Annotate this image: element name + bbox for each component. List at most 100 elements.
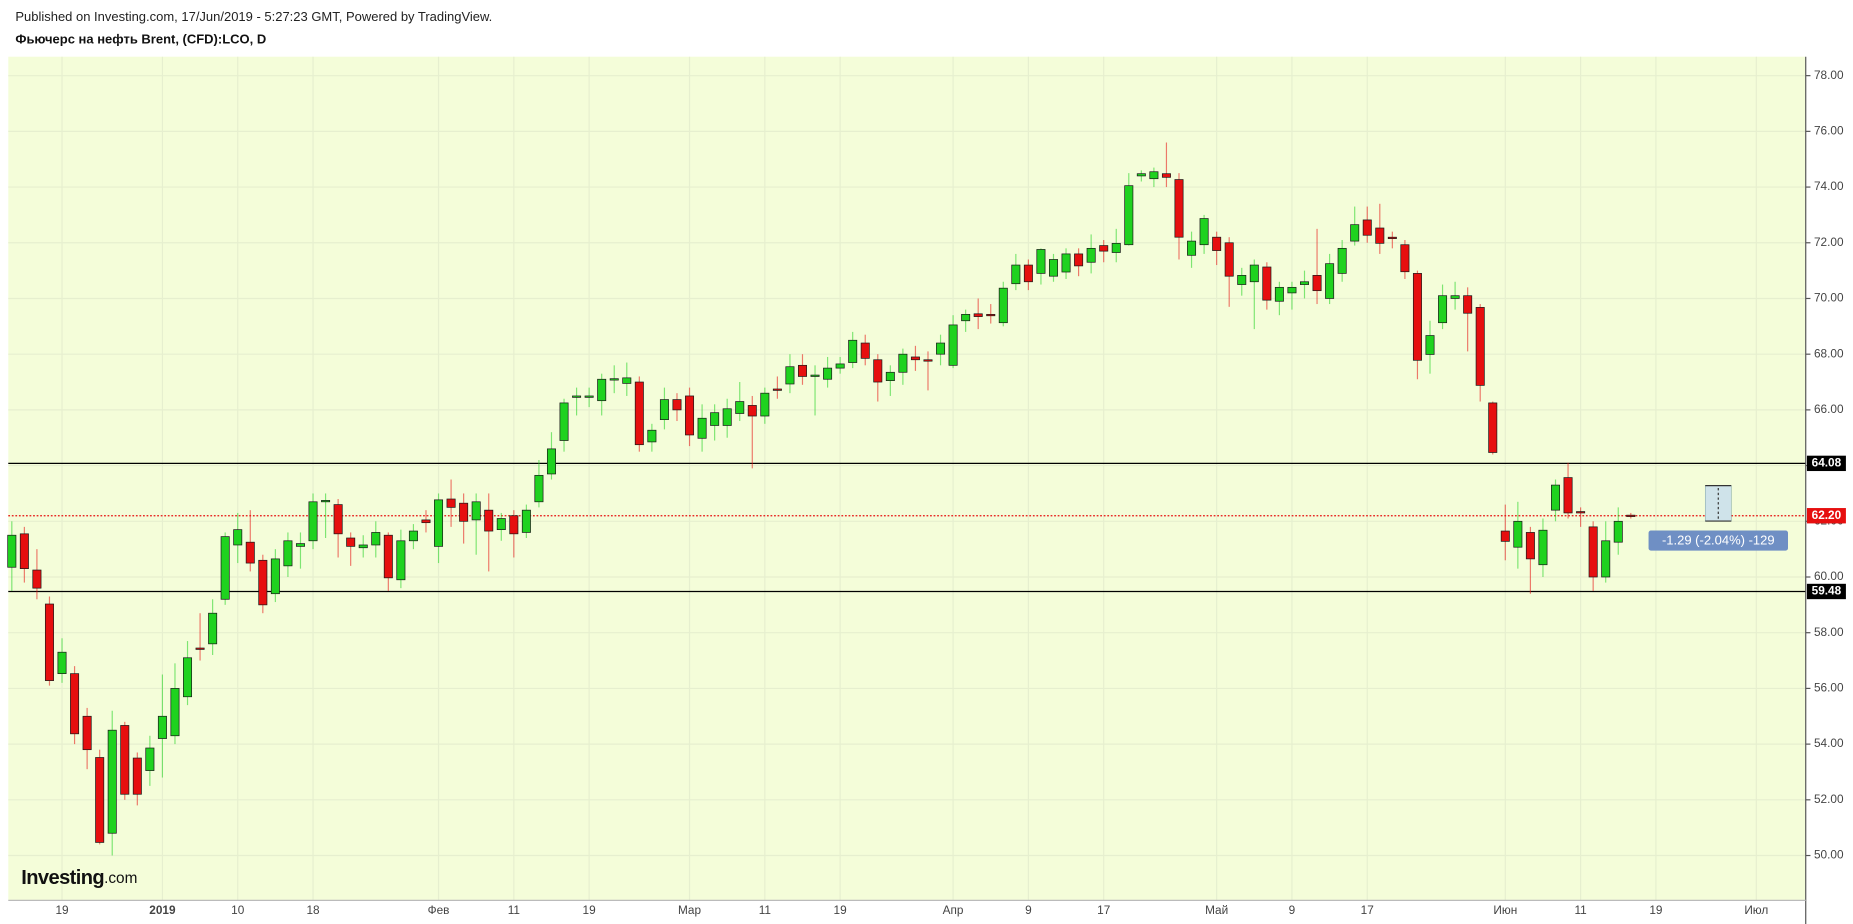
candle-body bbox=[710, 412, 720, 426]
candle-body bbox=[32, 569, 42, 589]
y-tick-label: 66.00 bbox=[1814, 402, 1844, 416]
y-tick-label: 60.00 bbox=[1814, 569, 1844, 583]
candle-body bbox=[1086, 247, 1096, 263]
candles bbox=[7, 142, 1636, 856]
candle-body bbox=[1262, 266, 1272, 301]
measure-badge bbox=[1648, 530, 1789, 551]
candle-body bbox=[1588, 526, 1598, 578]
x-tick-label: Апр bbox=[943, 903, 964, 917]
x-tick-label: 2019 bbox=[149, 903, 176, 917]
published-note: Published on Investing.com, 17/Jun/2019 … bbox=[15, 9, 492, 24]
candle-body bbox=[1212, 236, 1222, 251]
candle-body bbox=[1174, 179, 1184, 238]
y-tick-label: 50.00 bbox=[1814, 848, 1844, 862]
candle-body bbox=[321, 500, 331, 503]
candle-body bbox=[1161, 173, 1171, 178]
y-tick-label: 56.00 bbox=[1814, 681, 1844, 695]
candle-body bbox=[333, 504, 343, 535]
candle-body bbox=[1513, 520, 1523, 548]
plot-background bbox=[8, 56, 1806, 901]
candle-body bbox=[408, 530, 418, 542]
candle-body bbox=[559, 402, 569, 441]
x-tick-label: 9 bbox=[1025, 903, 1032, 917]
candle-body bbox=[471, 501, 481, 521]
candle-body bbox=[1136, 173, 1146, 177]
candle-body bbox=[672, 399, 682, 411]
x-tick-label: 11 bbox=[508, 903, 520, 917]
candle-body bbox=[1525, 532, 1535, 560]
candle-body bbox=[170, 688, 180, 737]
candle-body bbox=[82, 715, 92, 751]
candle-body bbox=[208, 612, 218, 645]
candle-body bbox=[295, 543, 305, 547]
candle-body bbox=[484, 509, 494, 532]
logo: Investing.com bbox=[21, 867, 137, 889]
candle-body bbox=[961, 313, 971, 322]
candle-body bbox=[258, 559, 268, 606]
x-tick-label: 11 bbox=[1574, 903, 1586, 917]
x-tick-label: 19 bbox=[55, 903, 68, 917]
candle-body bbox=[70, 673, 80, 735]
x-tick-label: Май bbox=[1205, 903, 1228, 917]
candle-body bbox=[1576, 511, 1586, 514]
candle-body bbox=[923, 359, 933, 362]
candle-body bbox=[1199, 218, 1209, 246]
candle-body bbox=[1011, 264, 1021, 285]
candle-body bbox=[145, 747, 155, 771]
candle-body bbox=[685, 395, 695, 436]
candle-body bbox=[270, 558, 280, 595]
candle-body bbox=[597, 378, 607, 402]
candle-body bbox=[1538, 529, 1548, 566]
candle-body bbox=[459, 502, 469, 522]
y-tick-label: 76.00 bbox=[1814, 123, 1844, 137]
candle-body bbox=[546, 448, 556, 475]
candle-body bbox=[95, 757, 105, 843]
candle-body bbox=[1350, 224, 1360, 242]
candle-body bbox=[1187, 240, 1197, 256]
candle-body bbox=[948, 324, 958, 366]
candle-body bbox=[697, 417, 707, 439]
candle-body bbox=[634, 381, 644, 446]
level-badge bbox=[1806, 455, 1846, 472]
candle-body bbox=[308, 501, 318, 542]
x-tick-label: 10 bbox=[231, 903, 245, 917]
axes: 50.0052.0054.0056.0058.0060.0062.0064.00… bbox=[55, 68, 1846, 917]
candle-body bbox=[1551, 484, 1560, 511]
y-tick-label: 68.00 bbox=[1814, 346, 1844, 360]
candle-body bbox=[885, 371, 895, 381]
logo-suffix: .com bbox=[104, 870, 137, 887]
candle-body bbox=[44, 603, 54, 681]
candle-body bbox=[572, 395, 582, 398]
candle-body bbox=[722, 408, 732, 426]
candle-body bbox=[622, 377, 632, 384]
candle-body bbox=[120, 725, 130, 795]
candle-body bbox=[19, 533, 29, 569]
y-tick-label: 74.00 bbox=[1814, 179, 1844, 193]
candle-body bbox=[1488, 402, 1498, 453]
candle-body bbox=[57, 651, 67, 675]
candle-body bbox=[1274, 286, 1284, 302]
candle-body bbox=[434, 499, 444, 547]
candle-body bbox=[609, 378, 619, 381]
level-label: 64.08 bbox=[1812, 455, 1842, 469]
x-tick-label: Июн bbox=[1493, 903, 1517, 917]
candle-body bbox=[860, 342, 870, 359]
level-label: 59.48 bbox=[1812, 584, 1842, 598]
candle-body bbox=[1438, 295, 1448, 324]
candle-body bbox=[772, 388, 782, 391]
y-tick-label: 58.00 bbox=[1814, 625, 1844, 639]
candle-body bbox=[1362, 219, 1372, 236]
candle-body bbox=[998, 287, 1008, 324]
candle-body bbox=[936, 342, 946, 355]
candle-body bbox=[973, 313, 983, 317]
candle-body bbox=[785, 366, 795, 385]
candle-body bbox=[1425, 335, 1435, 355]
levels bbox=[8, 462, 1806, 593]
candle-body bbox=[1237, 275, 1247, 285]
candle-body bbox=[810, 374, 820, 377]
candle-body bbox=[396, 540, 406, 581]
candle-body bbox=[220, 536, 230, 600]
candle-body bbox=[346, 537, 356, 547]
x-tick-label: 9 bbox=[1289, 903, 1296, 917]
